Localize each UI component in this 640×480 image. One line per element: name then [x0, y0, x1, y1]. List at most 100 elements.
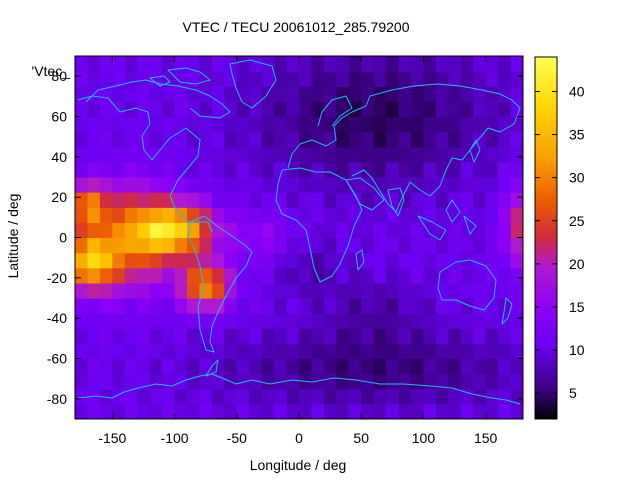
- heatmap-cell: [211, 116, 225, 133]
- heatmap-cell: [187, 328, 201, 344]
- heatmap-cell: [510, 161, 523, 178]
- heatmap-cell: [87, 56, 101, 72]
- heatmap-cell: [398, 161, 412, 178]
- heatmap-cell: [224, 192, 238, 208]
- heatmap-cell: [423, 343, 437, 360]
- coastline-scandinavia: [317, 95, 353, 127]
- heatmap-cell: [137, 252, 151, 269]
- heatmap-cell: [174, 86, 188, 102]
- heatmap-cell: [460, 207, 474, 223]
- heatmap-cell: [286, 282, 300, 299]
- heatmap-cell: [485, 388, 499, 405]
- heatmap-cell: [224, 207, 238, 223]
- heatmap-cell: [99, 101, 113, 118]
- heatmap-cell: [162, 313, 176, 329]
- heatmap-cell: [398, 131, 412, 148]
- heatmap-cell: [261, 388, 275, 405]
- heatmap-cell: [498, 403, 512, 419]
- heatmap-cell: [485, 192, 499, 208]
- heatmap-cell: [75, 388, 89, 405]
- heatmap-cell: [99, 177, 113, 193]
- heatmap-cell: [336, 343, 350, 360]
- heatmap-cell: [162, 207, 176, 223]
- heatmap-cell: [510, 358, 523, 375]
- heatmap-cell: [473, 222, 487, 239]
- heatmap-cell: [187, 177, 201, 193]
- heatmap-cell: [373, 298, 387, 314]
- heatmap-cell: [398, 101, 412, 118]
- heatmap-cell: [162, 388, 176, 405]
- heatmap-cell: [485, 86, 499, 102]
- heatmap-cell: [411, 343, 425, 360]
- heatmap-cell: [336, 267, 350, 284]
- heatmap-cell: [249, 161, 263, 178]
- heatmap-cell: [224, 222, 238, 239]
- heatmap-cell: [187, 131, 201, 148]
- heatmap-cell: [348, 146, 362, 163]
- heatmap-cell: [473, 177, 487, 193]
- heatmap-cell: [411, 358, 425, 375]
- heatmap-cell: [249, 222, 263, 239]
- heatmap-cell: [386, 373, 400, 390]
- heatmap-cell: [124, 388, 138, 405]
- heatmap-cell: [224, 116, 238, 133]
- heatmap-cell: [348, 161, 362, 178]
- heatmap-cell: [411, 313, 425, 329]
- x-axis-ticks: -150 -100 -50 0 50 100 150: [98, 56, 498, 446]
- heatmap-cell: [124, 282, 138, 299]
- heatmap-cell: [411, 222, 425, 239]
- heatmap-cell: [249, 328, 263, 344]
- y-tick-label: 20: [51, 189, 67, 205]
- heatmap-cell: [323, 358, 337, 375]
- heatmap-cell: [236, 56, 250, 72]
- heatmap-cell: [485, 71, 499, 87]
- heatmap-cell: [510, 313, 523, 329]
- heatmap-cell: [386, 56, 400, 72]
- heatmap-cell: [473, 282, 487, 299]
- heatmap-cell: [323, 192, 337, 208]
- heatmap-cell: [249, 388, 263, 405]
- heatmap-cell: [348, 131, 362, 148]
- heatmap-cell: [199, 207, 213, 223]
- heatmap-cell: [348, 403, 362, 419]
- heatmap-cell: [87, 282, 101, 299]
- colorbar-tick-label: 5: [569, 385, 577, 401]
- heatmap-cell: [112, 358, 126, 375]
- heatmap-cell: [498, 222, 512, 239]
- heatmap-cell: [460, 388, 474, 405]
- heatmap-cell: [187, 161, 201, 178]
- heatmap-cell: [485, 373, 499, 390]
- heatmap-cell: [361, 86, 375, 102]
- heatmap-cell: [311, 373, 325, 390]
- heatmap-cell: [99, 146, 113, 163]
- heatmap-cell: [112, 222, 126, 239]
- heatmap-cell: [199, 252, 213, 269]
- heatmap-cell: [87, 101, 101, 118]
- heatmap-cell: [274, 252, 288, 269]
- heatmap-cell: [162, 343, 176, 360]
- heatmap-cell: [249, 237, 263, 254]
- heatmap-cell: [311, 177, 325, 193]
- x-tick-label: 0: [295, 430, 303, 446]
- heatmap-cell: [460, 403, 474, 419]
- heatmap-cell: [485, 177, 499, 193]
- heatmap-cell: [75, 161, 89, 178]
- heatmap-cell: [187, 146, 201, 163]
- heatmap-cell: [386, 388, 400, 405]
- colorbar-tick-label: 30: [569, 170, 585, 186]
- heatmap-cell: [149, 373, 163, 390]
- heatmap-cell: [411, 101, 425, 118]
- heatmap-cell: [348, 282, 362, 299]
- heatmap-cell: [224, 358, 238, 375]
- heatmap-cell: [75, 131, 89, 148]
- heatmap-cell: [311, 146, 325, 163]
- heatmap-cell: [199, 373, 213, 390]
- heatmap-cell: [162, 56, 176, 72]
- heatmap-cell: [311, 358, 325, 375]
- heatmap-cell: [435, 71, 449, 87]
- heatmap-cell: [398, 343, 412, 360]
- heatmap-cell: [498, 237, 512, 254]
- heatmap-cell: [162, 71, 176, 87]
- heatmap-cell: [423, 161, 437, 178]
- heatmap-cell: [249, 116, 263, 133]
